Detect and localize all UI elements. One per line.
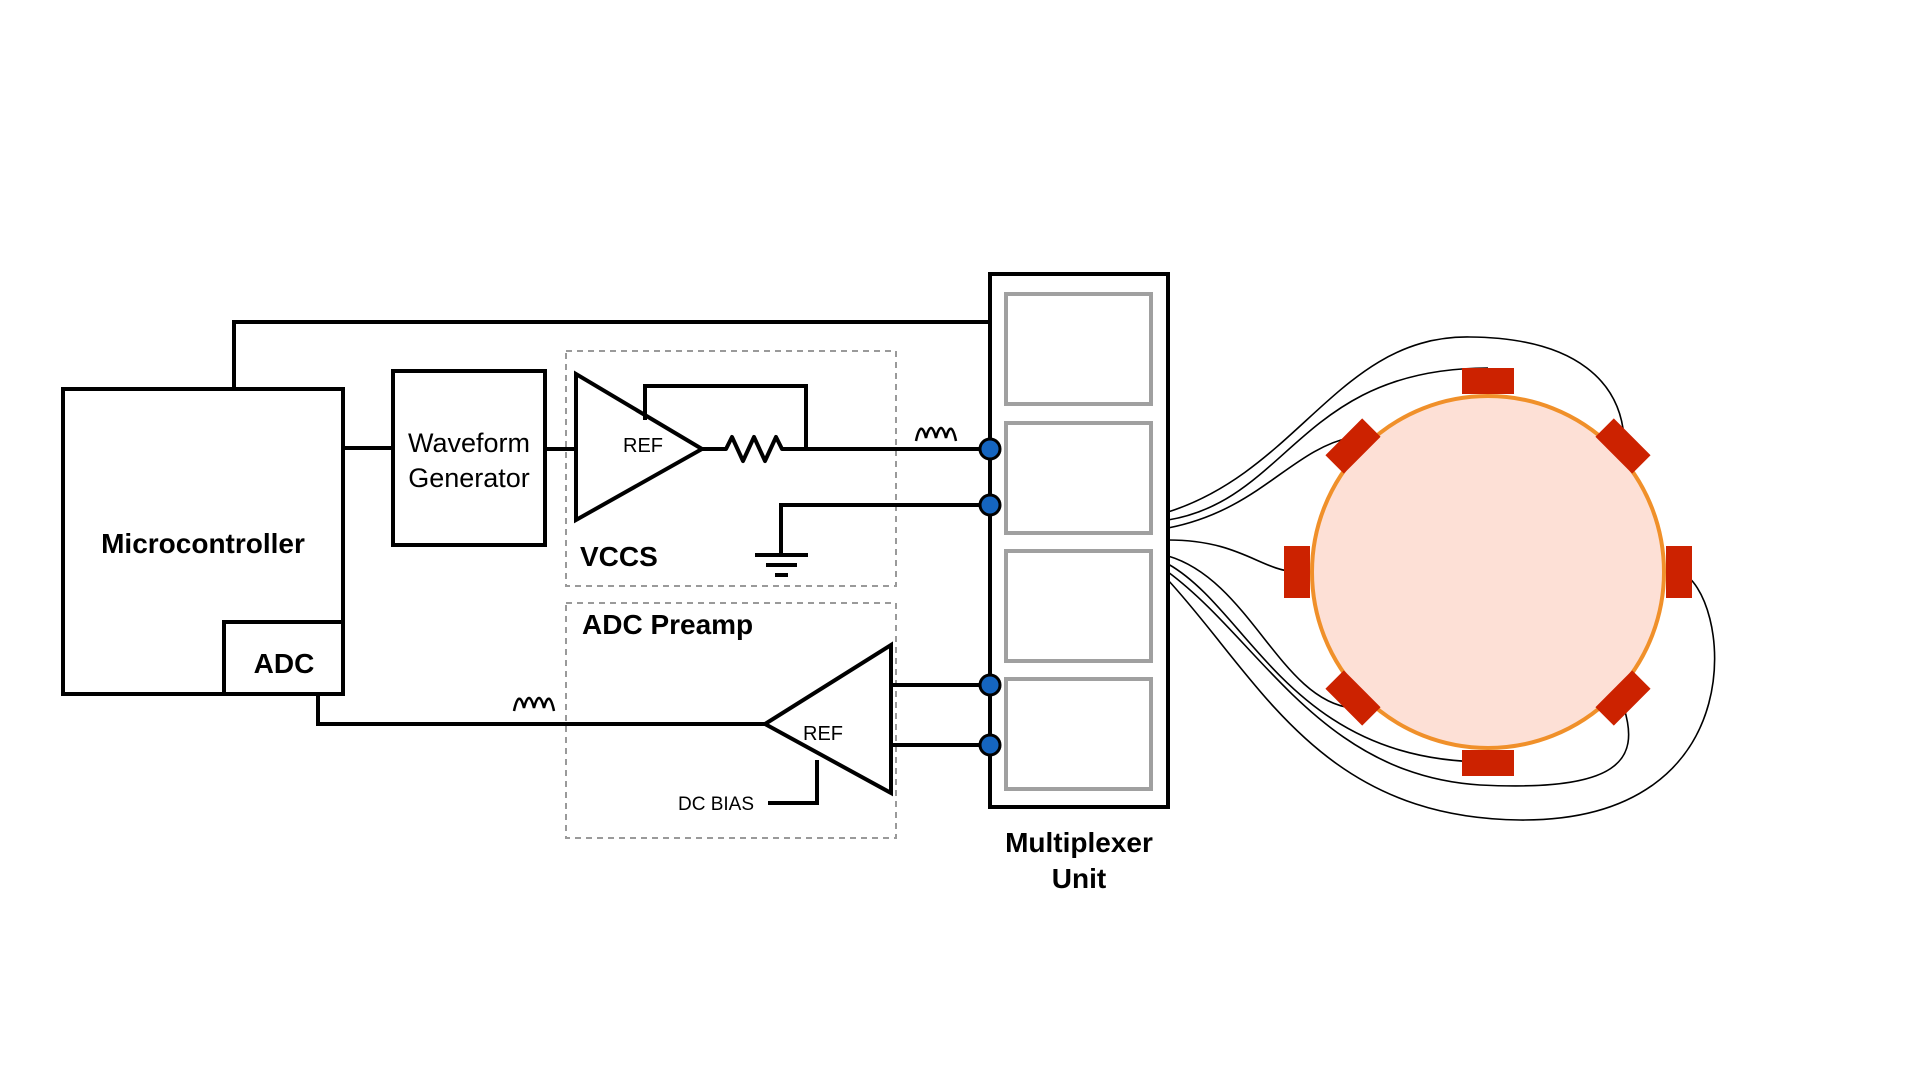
- preamp-ref-label: REF: [803, 723, 843, 745]
- mux-slot-3: [1004, 549, 1153, 663]
- sine-wave-icon: [914, 426, 958, 442]
- connection-node: [978, 673, 1002, 697]
- electrode-bottom-right: [1595, 670, 1651, 726]
- vccs-ref-label: REF: [623, 435, 663, 457]
- vccs-label: VCCS: [580, 541, 658, 572]
- connection-node: [978, 437, 1002, 461]
- connection-node: [978, 733, 1002, 757]
- microcontroller-block: Microcontroller ADC: [61, 387, 345, 696]
- electrode-top-left: [1325, 418, 1381, 474]
- vccs-amplifier: [574, 370, 706, 524]
- electrode-bottom-left: [1325, 670, 1381, 726]
- electrode-wires: [1167, 336, 1716, 821]
- waveform-label-line1: Waveform: [408, 428, 530, 458]
- electrodes: [1284, 368, 1692, 776]
- multiplexer-label-line2: Unit: [1052, 863, 1106, 894]
- resistor-icon: [702, 435, 806, 463]
- mux-slot-2: [1004, 421, 1153, 535]
- adc-preamp-label: ADC Preamp: [582, 609, 753, 640]
- adc-preamp-amplifier: [761, 641, 893, 797]
- electrode-left: [1284, 546, 1310, 598]
- waveform-generator-block: Waveform Generator: [391, 369, 547, 547]
- control-wire: [232, 320, 988, 389]
- dc-bias-wire: [768, 760, 819, 805]
- mux-slot-4: [1004, 677, 1153, 791]
- adc-block: [222, 620, 345, 696]
- multiplexer-unit: [988, 272, 1170, 809]
- multiplexer-label-line1: Multiplexer: [1005, 827, 1153, 858]
- vccs-feedback-wire: [643, 384, 808, 447]
- electrode-top-right: [1595, 418, 1651, 474]
- ground-wire: [779, 503, 990, 555]
- microcontroller-label: Microcontroller: [101, 528, 305, 559]
- adc-preamp-region: [565, 602, 897, 839]
- ground-icon: [755, 553, 808, 577]
- connection-node: [978, 493, 1002, 517]
- waveform-label-line2: Generator: [408, 463, 530, 493]
- adc-label: ADC: [254, 648, 315, 679]
- mux-slot-1: [1004, 292, 1153, 406]
- sine-wave-icon-adc: [512, 696, 556, 712]
- electrode-bottom: [1462, 750, 1514, 776]
- electrode-right: [1666, 546, 1692, 598]
- preamp-output-wire: [316, 694, 765, 726]
- electrode-top: [1462, 368, 1514, 394]
- dc-bias-label: DC BIAS: [678, 794, 754, 815]
- phantom-ring: [1310, 394, 1666, 750]
- mux-connection-nodes: [978, 437, 1002, 757]
- vccs-region: [565, 350, 897, 587]
